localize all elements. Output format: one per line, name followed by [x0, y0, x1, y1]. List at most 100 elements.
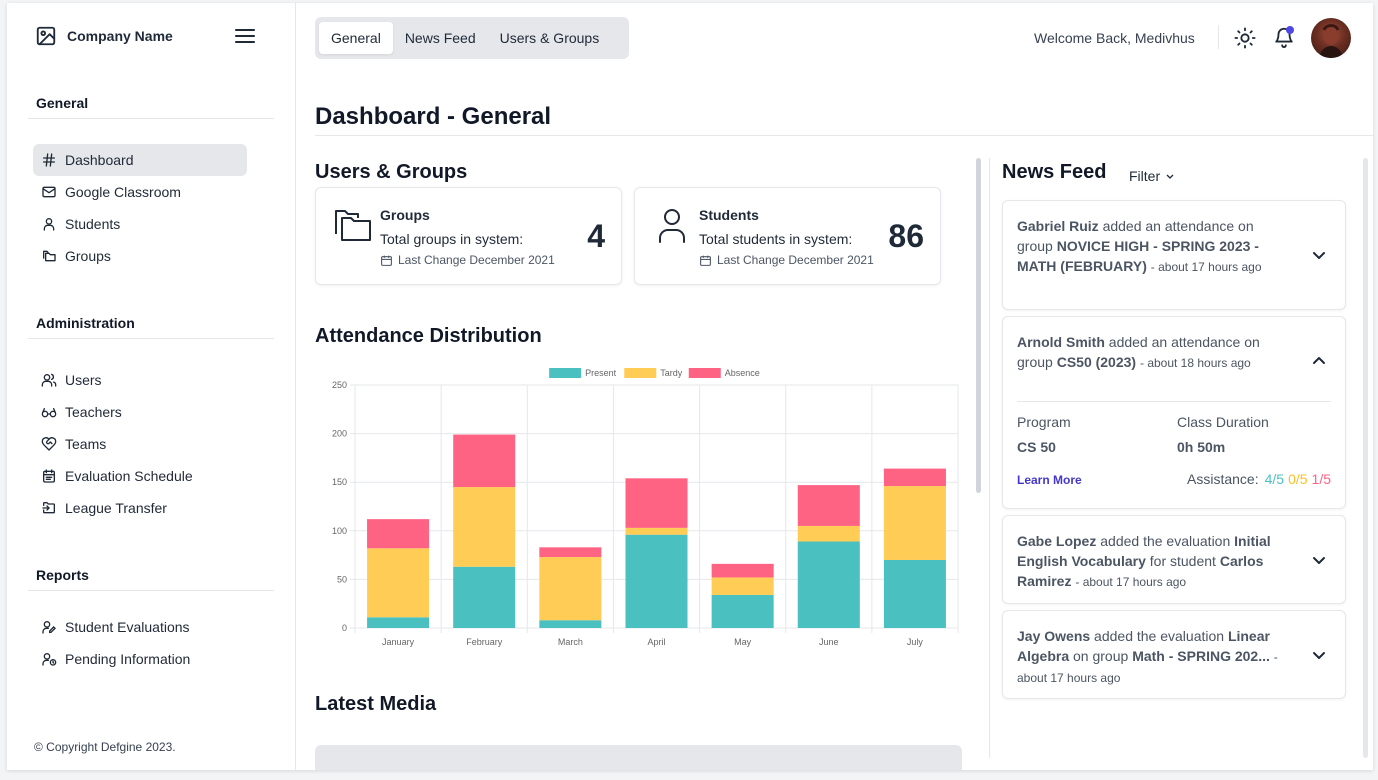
assistance: Assistance: 4/5 0/5 1/5	[1187, 471, 1331, 487]
tab-users-groups[interactable]: Users & Groups	[499, 30, 600, 46]
news-item-text: Gabe Lopez added the evaluation Initial …	[1017, 531, 1287, 592]
bar-tardy	[711, 577, 774, 595]
chevron-down-icon[interactable]	[1311, 247, 1327, 263]
x-tick-label: July	[907, 637, 924, 647]
attendance-chart: 0 50 100 150 200 250 January February March April…	[315, 360, 965, 650]
sidebar-item-pending-information[interactable]: Pending Information	[33, 643, 247, 675]
section-title-reports: Reports	[36, 567, 89, 583]
welcome-text: Welcome Back, Medivhus	[1034, 30, 1195, 46]
heart-handshake-icon	[41, 437, 57, 451]
bar-absence	[453, 434, 516, 488]
bar-present	[625, 534, 688, 628]
divider	[28, 590, 274, 591]
legend-swatch	[624, 368, 657, 378]
chevron-down-icon[interactable]	[1311, 552, 1327, 568]
sidebar-item-league-transfer[interactable]: League Transfer	[33, 492, 247, 524]
x-tick-label: February	[466, 637, 503, 647]
news-target[interactable]: NOVICE HIGH - SPRING 2023 - MATH (FEBRUA…	[1017, 238, 1259, 274]
scrollbar[interactable]	[1363, 158, 1368, 758]
sidebar-item-student-evaluations[interactable]: Student Evaluations	[33, 611, 247, 643]
news-item[interactable]: Jay Owens added the evaluation Linear Al…	[1002, 610, 1346, 699]
bar-absence	[883, 468, 946, 487]
stat-value: 86	[888, 218, 924, 254]
bar-tardy	[539, 557, 602, 621]
learn-more-link[interactable]: Learn More	[1017, 473, 1082, 487]
section-title-administration: Administration	[36, 315, 135, 331]
person-icon	[659, 209, 685, 243]
news-item[interactable]: Gabriel Ruiz added an attendance on grou…	[1002, 200, 1346, 310]
filter-label: Filter	[1129, 168, 1161, 184]
bell-icon[interactable]	[1273, 25, 1295, 49]
program-value: CS 50	[1017, 439, 1056, 455]
stat-last-change: Last Change December 2021	[699, 253, 874, 267]
news-actor[interactable]: Gabe Lopez	[1017, 533, 1097, 549]
stat-title: Groups	[380, 207, 430, 223]
sidebar-item-label: Teams	[65, 436, 107, 452]
brand-name: Company Name	[67, 28, 173, 44]
chevron-down-icon	[1166, 174, 1174, 179]
bar-present	[797, 541, 860, 628]
filter-dropdown[interactable]: Filter	[1129, 168, 1175, 184]
news-target[interactable]: Carlos Ramirez	[1017, 553, 1264, 589]
sidebar-item-label: Users	[65, 372, 102, 388]
sidebar-item-evaluation-schedule[interactable]: Evaluation Schedule	[33, 460, 247, 492]
news-feed-title: News Feed	[1002, 161, 1107, 183]
news-item[interactable]: Gabe Lopez added the evaluation Initial …	[1002, 515, 1346, 604]
news-mid: on group	[1073, 648, 1129, 664]
sidebar-item-groups[interactable]: Groups	[33, 240, 247, 272]
app-window: Company Name General Dashboard Google Cl…	[7, 3, 1373, 770]
news-item-expanded[interactable]: Arnold Smith added an attendance on grou…	[1002, 316, 1346, 509]
bar-tardy	[625, 527, 688, 535]
y-tick-label: 250	[332, 380, 347, 390]
image-logo-icon	[36, 26, 56, 46]
notification-dot	[1286, 26, 1294, 34]
section-title-general: General	[36, 95, 89, 111]
sidebar-item-students[interactable]: Students	[33, 208, 247, 240]
bar-tardy	[883, 486, 946, 560]
sidebar-item-label: Evaluation Schedule	[65, 468, 193, 484]
duration-value: 0h 50m	[1177, 439, 1226, 455]
user-clock-icon	[42, 653, 57, 666]
sun-icon[interactable]	[1234, 27, 1256, 49]
chevron-up-icon[interactable]	[1311, 353, 1327, 369]
news-actor[interactable]: Arnold Smith	[1017, 334, 1105, 350]
brand[interactable]: Company Name	[35, 25, 173, 47]
news-target[interactable]: Linear Algebra	[1017, 628, 1270, 664]
folders-icon	[43, 250, 56, 262]
chevron-down-icon[interactable]	[1311, 647, 1327, 663]
sidebar-item-teams[interactable]: Teams	[33, 428, 247, 460]
tab-bar: General News Feed Users & Groups	[315, 17, 629, 59]
stat-title: Students	[699, 207, 759, 223]
scrollbar[interactable]	[976, 158, 981, 493]
y-tick-label: 150	[332, 477, 347, 487]
avatar[interactable]	[1311, 18, 1351, 58]
news-item-text: Arnold Smith added an attendance on grou…	[1017, 332, 1277, 373]
sidebar-item-teachers[interactable]: Teachers	[33, 396, 247, 428]
user-edit-icon	[42, 621, 56, 634]
news-action: added an attendance on group	[1017, 218, 1254, 254]
news-target[interactable]: Initial English Vocabulary	[1017, 533, 1271, 569]
legend-label: Tardy	[660, 368, 683, 378]
menu-icon[interactable]	[235, 27, 255, 45]
news-mid: for student	[1149, 553, 1216, 569]
news-actor[interactable]: Gabriel Ruiz	[1017, 218, 1099, 234]
bar-present	[711, 594, 774, 628]
tab-general[interactable]: General	[319, 22, 393, 54]
stat-value: 4	[587, 218, 605, 254]
bar-absence	[539, 547, 602, 558]
news-actor[interactable]: Jay Owens	[1017, 628, 1091, 644]
tab-news-feed[interactable]: News Feed	[404, 30, 476, 46]
divider	[1017, 401, 1331, 402]
assistance-tardy: 0/5	[1288, 471, 1308, 487]
stat-card-students: Students Total students in system: Last …	[634, 187, 941, 285]
folder-icon	[335, 210, 371, 241]
news-target[interactable]: Math - SPRING 202...	[1132, 648, 1270, 664]
media-placeholder	[315, 745, 962, 770]
sidebar-item-google-classroom[interactable]: Google Classroom	[33, 176, 247, 208]
sidebar-item-users[interactable]: Users	[33, 364, 247, 396]
legend-label: Present	[585, 368, 617, 378]
news-time: - about 17 hours ago	[1017, 650, 1278, 685]
sidebar-item-dashboard[interactable]: Dashboard	[33, 144, 247, 176]
page-title: Dashboard - General	[315, 103, 552, 130]
news-target[interactable]: CS50 (2023)	[1056, 354, 1137, 370]
